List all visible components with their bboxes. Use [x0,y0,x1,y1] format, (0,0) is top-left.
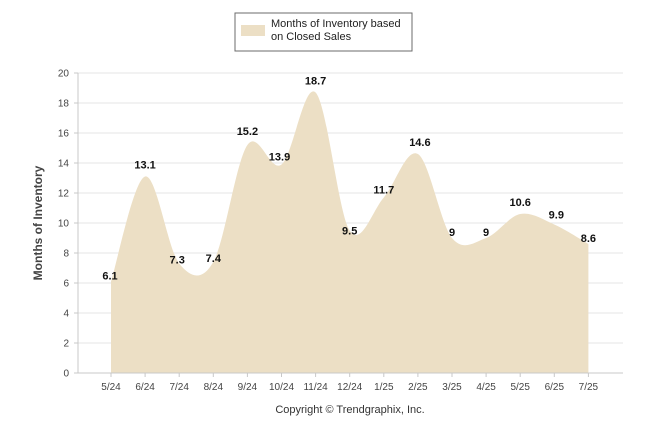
y-tick-label: 20 [58,69,70,80]
data-label: 9 [483,227,489,239]
x-tick-label: 11/24 [303,382,328,393]
copyright-text: Copyright © Trendgraphix, Inc. [275,404,424,416]
y-tick-label: 16 [58,129,70,140]
y-tick-label: 0 [63,369,69,380]
data-label: 6.1 [102,271,117,283]
legend: Months of Inventory based on Closed Sale… [234,12,413,52]
y-axis-ticks: 0 2 4 6 8 10 12 14 16 18 20 [58,69,78,380]
data-label: 8.6 [581,233,596,245]
x-tick-label: 3/25 [442,382,462,393]
x-tick-label: 12/24 [337,382,362,393]
x-tick-label: 5/24 [101,382,121,393]
data-label: 15.2 [237,126,258,138]
x-tick-label: 10/24 [269,382,294,393]
legend-swatch [241,25,265,36]
x-tick-label: 9/24 [238,382,258,393]
y-tick-label: 10 [58,219,70,230]
y-tick-label: 8 [63,249,69,260]
data-label: 9.9 [549,210,564,222]
x-tick-label: 7/24 [169,382,189,393]
x-axis-ticks: 5/24 6/24 7/24 8/24 9/24 10/24 11/24 12/24 1/25 2… [101,373,599,393]
data-label: 9.5 [342,226,357,238]
y-tick-label: 6 [63,279,69,290]
data-label: 13.9 [269,152,290,164]
data-label: 13.1 [134,160,155,172]
data-label: 9 [449,227,455,239]
y-tick-label: 2 [63,339,69,350]
x-tick-label: 1/25 [374,382,394,393]
x-tick-label: 7/25 [579,382,599,393]
data-label: 7.4 [206,253,222,265]
legend-label-line1: Months of Inventory based [271,18,401,30]
y-axis-title: Months of Inventory [31,165,45,280]
x-tick-label: 4/25 [476,382,496,393]
x-tick-label: 2/25 [408,382,428,393]
legend-label-line2: on Closed Sales [271,31,352,43]
y-tick-label: 14 [58,159,70,170]
data-label: 7.3 [170,255,185,267]
y-tick-label: 12 [58,189,70,200]
x-tick-label: 6/24 [135,382,155,393]
data-label: 18.7 [305,76,326,88]
x-tick-label: 6/25 [545,382,565,393]
data-label: 10.6 [509,197,530,209]
y-tick-label: 18 [58,99,70,110]
x-tick-label: 5/25 [510,382,530,393]
area-series [111,91,589,373]
data-labels: 6.1 13.1 7.3 7.4 15.2 13.9 18.7 9.5 11.7 14.6 9 9 10… [102,76,596,283]
y-tick-label: 4 [63,309,69,320]
data-label: 11.7 [373,185,394,197]
x-tick-label: 8/24 [204,382,224,393]
data-label: 14.6 [409,137,430,149]
